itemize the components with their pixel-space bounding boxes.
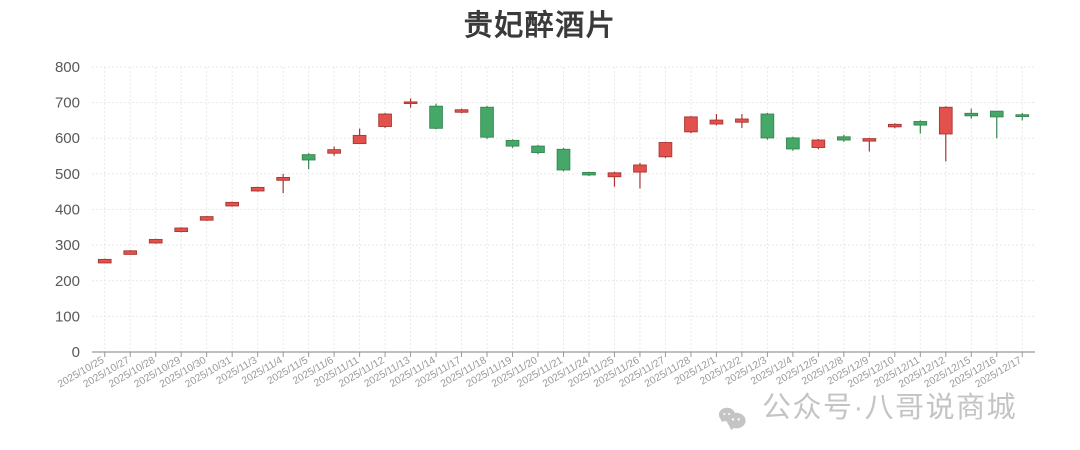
svg-text:0: 0: [72, 344, 80, 361]
svg-text:公众号·八哥说商城: 公众号·八哥说商城: [762, 391, 1017, 424]
svg-text:400: 400: [55, 202, 80, 219]
svg-text:700: 700: [55, 95, 80, 112]
svg-text:300: 300: [55, 237, 80, 254]
svg-text:600: 600: [55, 130, 80, 147]
svg-text:100: 100: [55, 308, 80, 325]
svg-text:800: 800: [55, 59, 80, 76]
svg-text:200: 200: [55, 273, 80, 290]
svg-text:500: 500: [55, 166, 80, 183]
